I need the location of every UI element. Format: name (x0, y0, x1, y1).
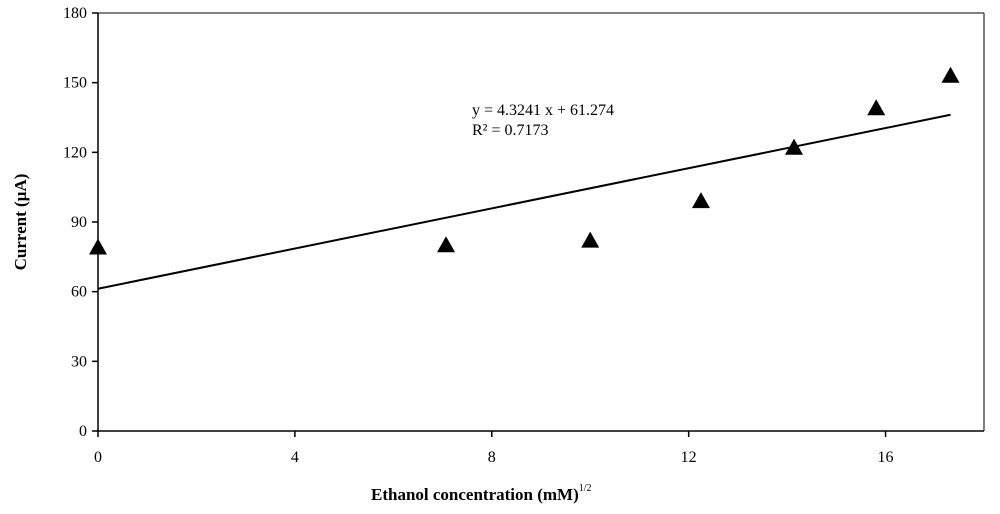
y-tick-label: 30 (71, 353, 87, 370)
data-point-triangle (691, 192, 710, 209)
r-squared-label: R² = 0.7173 (472, 122, 549, 139)
y-tick-label: 120 (63, 144, 87, 161)
y-tick-label: 0 (79, 423, 87, 440)
y-axis-title: Current (µA) (11, 174, 30, 271)
data-point-triangle (941, 66, 960, 83)
x-tick-group: 0 4 8 12 16 (94, 431, 894, 466)
y-tick-label: 60 (71, 284, 87, 301)
data-point-triangle (785, 138, 804, 155)
data-point-triangle (89, 238, 107, 255)
x-tick-label: 16 (878, 449, 894, 466)
x-axis-title-superscript: 1/2 (579, 483, 592, 494)
data-point-triangle (867, 99, 886, 116)
data-points (89, 66, 960, 255)
data-point-triangle (581, 231, 600, 248)
y-tick-label: 150 (63, 75, 87, 92)
y-tick-group: 0 30 60 90 120 150 180 (63, 5, 98, 440)
x-tick-label: 4 (291, 449, 299, 466)
trendline (97, 113, 951, 290)
data-point-triangle (437, 236, 456, 253)
y-tick-label: 90 (71, 214, 87, 231)
x-tick-label: 8 (488, 449, 496, 466)
x-axis-title-main: Ethanol concentration (mM) (371, 485, 579, 504)
trendline-equation: y = 4.3241 x + 61.274 (472, 102, 614, 119)
y-tick-label: 180 (63, 5, 87, 22)
x-tick-label: 0 (94, 449, 102, 466)
x-axis-title: Ethanol concentration (mM)1/2 (371, 483, 592, 504)
x-tick-label: 12 (681, 449, 697, 466)
